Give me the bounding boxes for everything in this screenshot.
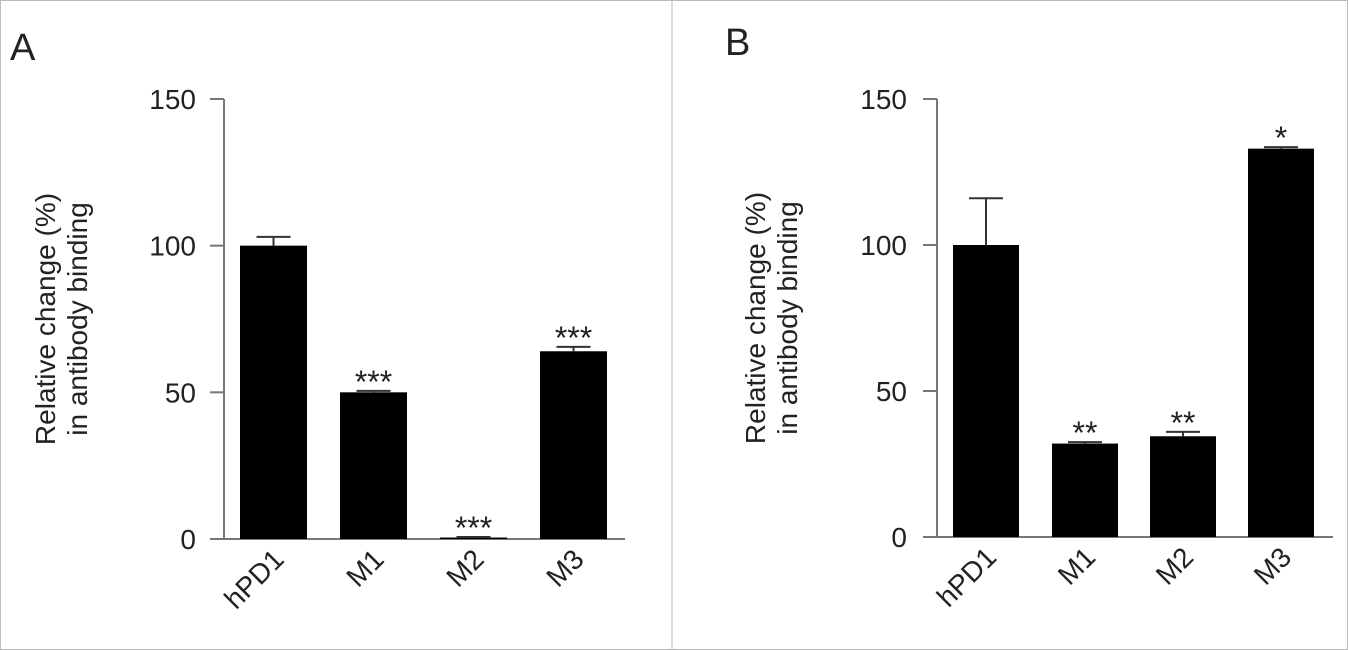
panel-label: B [725,22,750,64]
y-axis-label-line2: in antibody binding [62,202,93,436]
significance-marker: *** [555,320,592,356]
bar-m3 [540,351,607,539]
y-tick-label: 0 [180,524,196,555]
y-tick-label: 100 [860,230,907,261]
significance-marker: *** [455,510,492,546]
y-axis-label-line2: in antibody binding [772,201,803,435]
bar-hpd1 [953,245,1019,537]
y-axis-label-line1: Relative change (%) [740,192,771,444]
y-tick-label: 50 [876,376,907,407]
bar-m1 [340,392,407,539]
y-axis-label-line1: Relative change (%) [30,193,61,445]
significance-marker: ** [1073,415,1098,451]
bar-m2 [440,537,507,540]
y-tick-label: 50 [165,377,196,408]
significance-marker: *** [355,364,392,400]
y-tick-label: 150 [149,84,196,115]
bar-m2 [1150,436,1216,537]
significance-marker: ** [1171,405,1196,441]
bar-m1 [1052,443,1118,537]
y-tick-label: 150 [860,84,907,115]
bar-hpd1 [240,245,307,539]
y-tick-label: 100 [149,231,196,262]
panel-label: A [10,27,36,69]
panel-a: A 0 50 100 150 Relative change (%) in antibody… [10,27,625,615]
significance-marker: * [1275,120,1287,156]
panel-b: B 0 50 100 150 Relative change (%) in antibody… [725,22,1333,613]
bar-m3 [1248,148,1314,537]
y-tick-label: 0 [891,522,907,553]
